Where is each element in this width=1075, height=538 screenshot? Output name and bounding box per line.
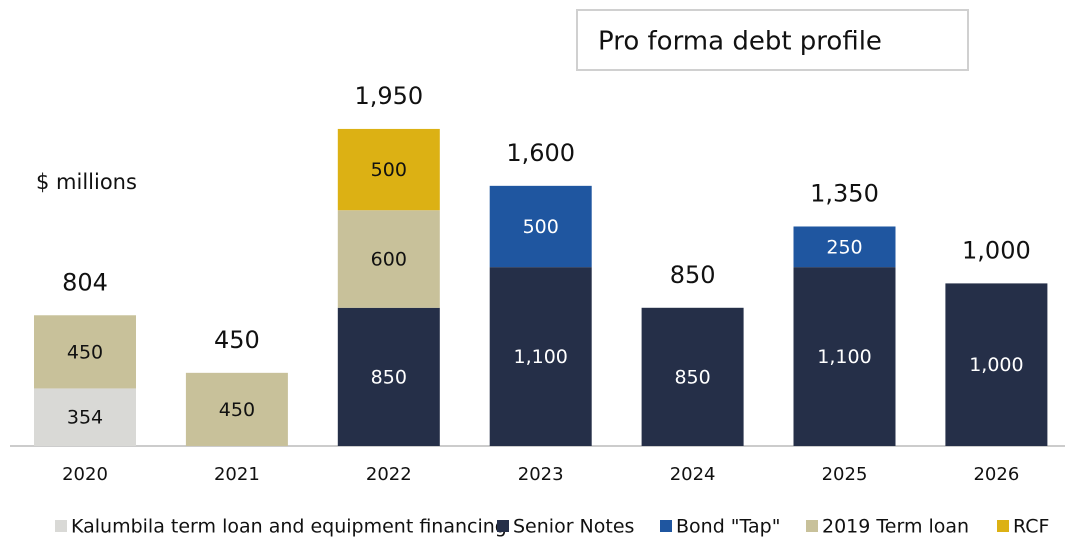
bar-segment xyxy=(489,185,592,268)
value-label: 850 xyxy=(371,366,407,388)
x-tick-label: 2021 xyxy=(214,464,260,485)
bar-segment xyxy=(793,267,896,446)
bar-segment xyxy=(337,128,440,211)
total-label: 850 xyxy=(670,261,716,289)
legend-label: Kalumbila term loan and equipment financ… xyxy=(71,516,507,538)
value-label: 600 xyxy=(371,249,407,271)
bar-segment xyxy=(34,315,136,389)
legend-label: Bond "Tap" xyxy=(676,516,780,538)
legend-label: 2019 Term loan xyxy=(822,516,969,538)
value-label: 1,000 xyxy=(969,354,1023,376)
value-label: 1,100 xyxy=(513,346,567,368)
legend-swatch xyxy=(997,520,1009,532)
total-label: 1,350 xyxy=(810,179,879,207)
bar-segment xyxy=(337,210,440,308)
x-tick-label: 2026 xyxy=(973,464,1019,485)
bar-segment xyxy=(337,307,440,446)
value-label: 450 xyxy=(67,341,103,363)
title-box xyxy=(576,9,969,71)
value-label: 1,100 xyxy=(817,346,871,368)
total-label: 1,000 xyxy=(962,236,1031,264)
value-label: 500 xyxy=(371,159,407,181)
legend-label: Senior Notes xyxy=(513,516,634,538)
legend-swatch xyxy=(806,520,818,532)
x-tick-label: 2020 xyxy=(62,464,108,485)
bar-segment xyxy=(793,226,896,268)
x-tick-label: 2022 xyxy=(366,464,412,485)
total-label: 804 xyxy=(62,268,108,296)
bar-segment xyxy=(945,283,1048,446)
x-tick-label: 2025 xyxy=(822,464,868,485)
x-tick-label: 2024 xyxy=(670,464,716,485)
x-tick-label: 2023 xyxy=(518,464,564,485)
value-label: 450 xyxy=(219,399,255,421)
total-label: 1,950 xyxy=(354,82,423,110)
legend-label: RCF xyxy=(1013,516,1049,538)
legend-swatch xyxy=(497,520,509,532)
value-label: 850 xyxy=(674,366,710,388)
bar-segment xyxy=(34,388,136,446)
value-label: 500 xyxy=(523,216,559,238)
legend-swatch xyxy=(660,520,672,532)
bar-segment xyxy=(489,267,592,446)
unit-annotation: $ millions xyxy=(36,170,137,194)
total-label: 1,600 xyxy=(506,139,575,167)
bar-segment xyxy=(185,372,288,446)
chart-title: Pro forma debt profile xyxy=(598,27,882,57)
bar-segment xyxy=(641,307,744,446)
value-label: 250 xyxy=(826,236,862,258)
total-label: 450 xyxy=(214,326,260,354)
value-label: 354 xyxy=(67,407,103,429)
legend-swatch xyxy=(55,520,67,532)
